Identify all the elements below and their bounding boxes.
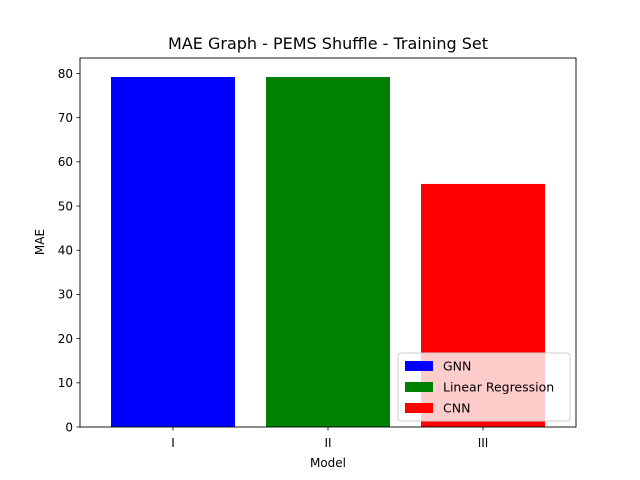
bars-group — [111, 77, 545, 428]
y-axis-label: MAE — [33, 229, 47, 255]
y-tick-label: 10 — [58, 376, 73, 390]
y-tick-label: 20 — [58, 332, 73, 346]
x-tick-label: III — [478, 436, 489, 450]
legend-label: GNN — [443, 359, 471, 374]
y-tick-label: 50 — [58, 199, 73, 213]
y-tick-label: 80 — [58, 67, 73, 81]
y-tick-label: 40 — [58, 244, 73, 258]
y-tick-label: 60 — [58, 155, 73, 169]
legend: GNN Linear Regression CNN — [397, 352, 571, 422]
y-tick-label: 30 — [58, 288, 73, 302]
x-axis: I II III — [171, 427, 488, 450]
legend-label: Linear Regression — [443, 380, 554, 395]
legend-swatch — [405, 403, 433, 413]
y-axis: 0 10 20 30 40 50 60 70 80 — [58, 67, 80, 434]
x-tick-label: II — [324, 436, 331, 450]
y-tick-label: 70 — [58, 111, 73, 125]
legend-box — [397, 352, 571, 422]
y-tick-label: 0 — [65, 420, 73, 434]
legend-label: CNN — [443, 401, 470, 416]
chart-title: MAE Graph - PEMS Shuffle - Training Set — [168, 34, 488, 53]
bar-I — [111, 77, 235, 428]
x-tick-label: I — [171, 436, 175, 450]
x-axis-label: Model — [310, 456, 346, 470]
plot-frame — [79, 57, 577, 428]
legend-swatch — [405, 382, 433, 392]
bar-II — [266, 77, 390, 428]
legend-swatch — [405, 361, 433, 371]
